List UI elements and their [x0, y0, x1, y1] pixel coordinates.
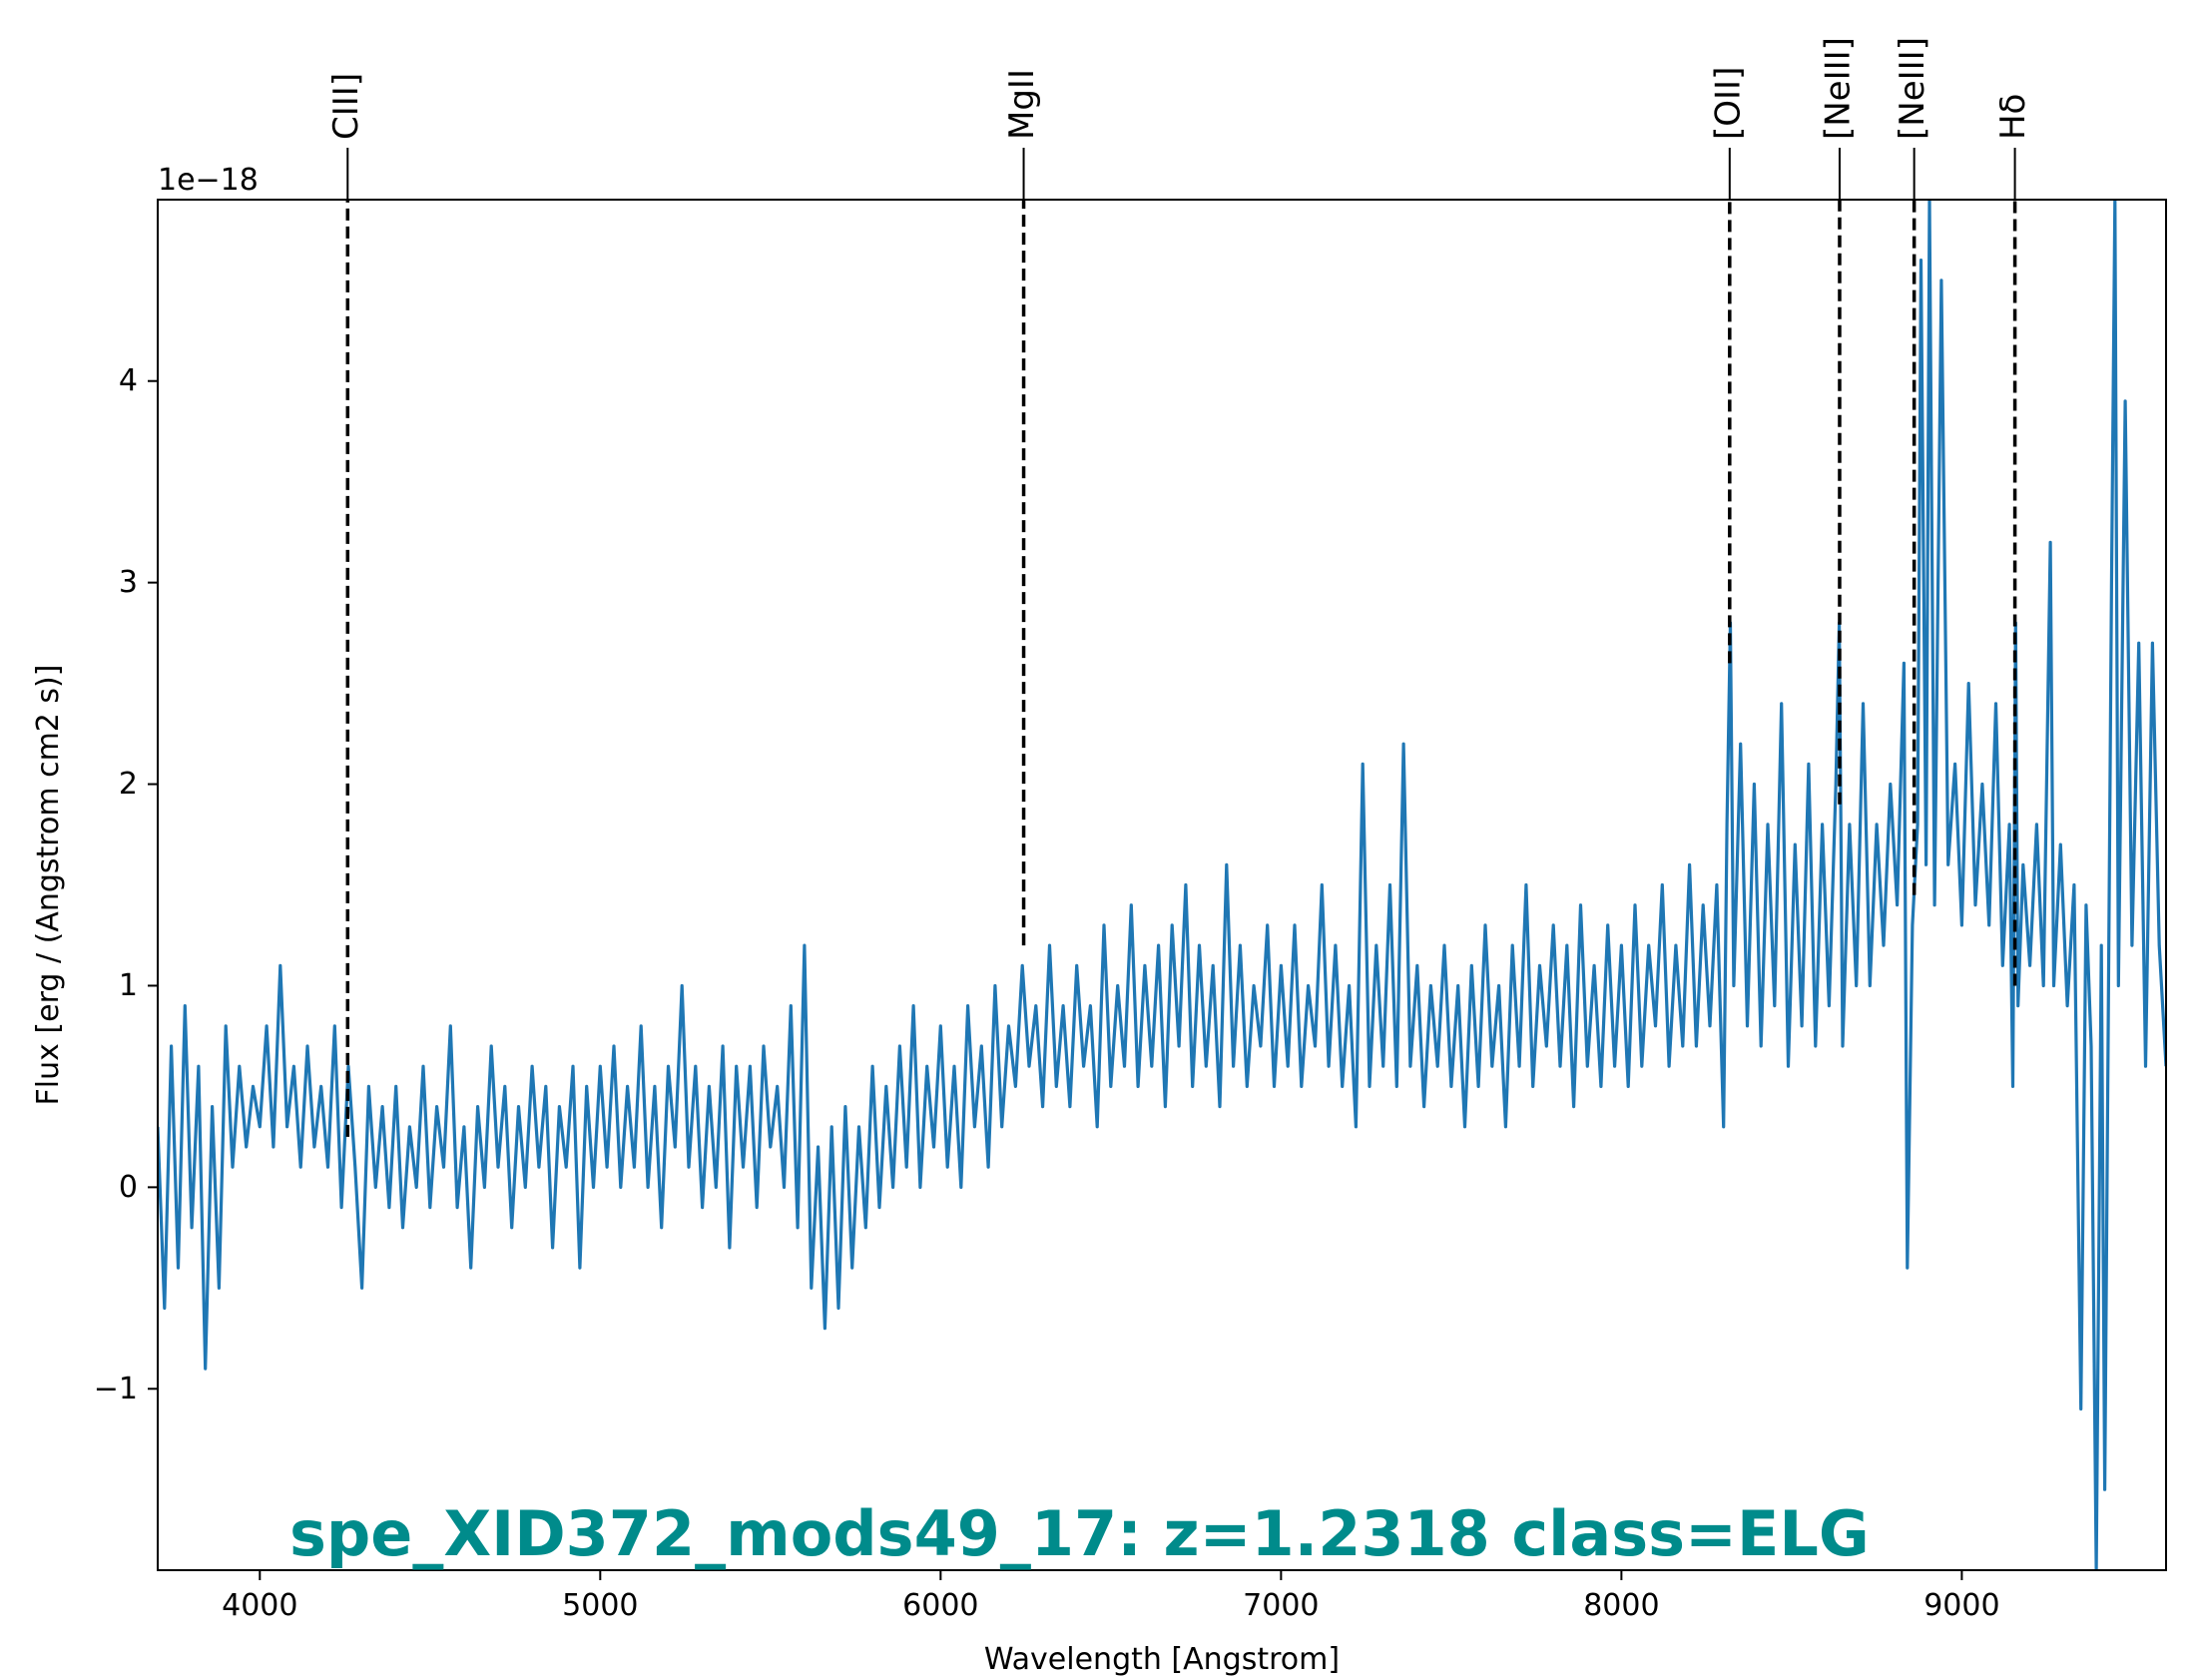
y-axis: −1 0 1 2 3 4 [94, 363, 158, 1406]
spectral-line-label: Hδ [1993, 94, 2033, 140]
y-tick-label: 0 [119, 1170, 138, 1205]
y-offset-text: 1e−18 [158, 163, 259, 198]
spectral-lines: CIII] MgII [OII] [NeIII] [NeIII] Hδ [326, 37, 2033, 1137]
spectral-line-label: [OII] [1708, 67, 1748, 140]
x-axis-label: Wavelength [Angstrom] [984, 1642, 1340, 1677]
y-axis-label: Flux [erg / (Angstrom cm2 s)] [31, 665, 66, 1106]
x-tick-label: 5000 [562, 1588, 638, 1623]
y-tick-label: 2 [119, 767, 138, 802]
y-tick-label: 3 [119, 565, 138, 600]
spectrum-series-line [158, 200, 2166, 1570]
spectral-line-label: MgII [1002, 69, 1042, 140]
plot-area [158, 200, 2166, 1570]
x-tick-label: 8000 [1583, 1588, 1659, 1623]
spectral-line-label: [NeIII] [1818, 37, 1858, 140]
x-tick-label: 4000 [222, 1588, 297, 1623]
x-tick-label: 7000 [1243, 1588, 1319, 1623]
spectral-line-label: [NeIII] [1893, 37, 1932, 140]
y-tick-label: 1 [119, 968, 138, 1003]
spectral-line-label: CIII] [326, 73, 366, 140]
x-tick-label: 6000 [902, 1588, 978, 1623]
x-tick-label: 9000 [1923, 1588, 1999, 1623]
y-tick-label: 4 [119, 363, 138, 398]
y-tick-label: −1 [94, 1372, 138, 1406]
x-axis: 4000 5000 6000 7000 8000 9000 [222, 1570, 2000, 1623]
chart-title: spe_XID372_mods49_17: z=1.2318 class=ELG [289, 1497, 1870, 1570]
plot-frame [157, 199, 2167, 1571]
